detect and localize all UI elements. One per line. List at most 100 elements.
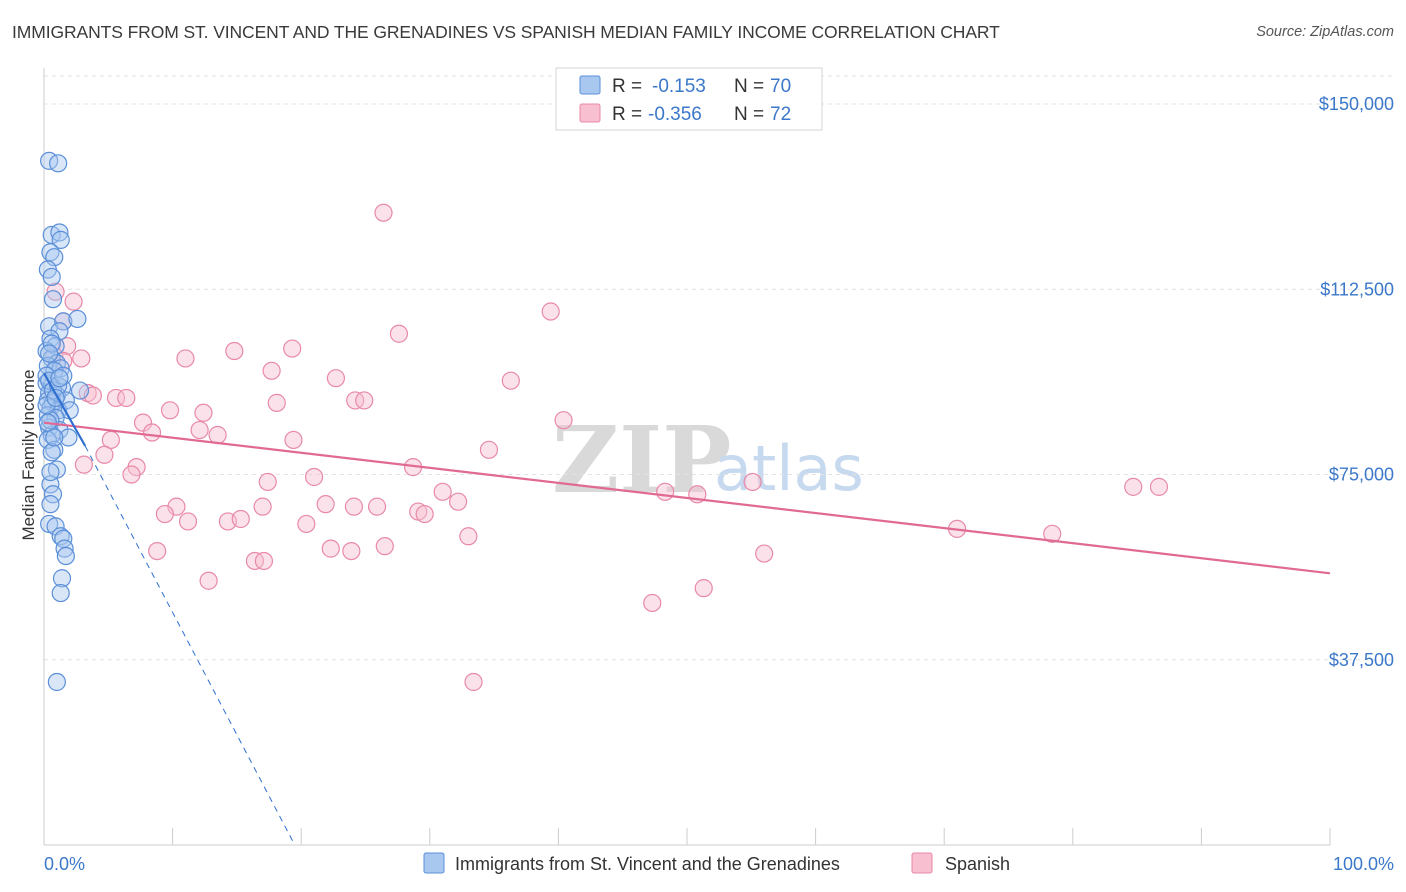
spanish-point — [321, 539, 340, 558]
spanish-point — [208, 425, 227, 445]
spanish-point — [1149, 477, 1169, 496]
spanish-point — [316, 495, 335, 514]
immigrants-point — [45, 440, 64, 459]
spanish-point — [178, 512, 198, 531]
spanish-point — [155, 504, 174, 524]
immigrants-trendline-extension — [84, 445, 296, 846]
y-tick-label: $37,500 — [1329, 650, 1394, 670]
spanish-point — [415, 504, 434, 524]
spanish-point — [254, 551, 274, 571]
legend-swatch-blue — [579, 75, 601, 95]
spanish-point — [258, 472, 277, 492]
gridlines — [44, 75, 1394, 661]
immigrants-points — [37, 151, 90, 692]
spanish-point — [433, 482, 452, 501]
immigrants-point — [70, 381, 90, 400]
spanish-point — [464, 672, 483, 692]
spanish-point — [117, 388, 136, 408]
x-tick-label-min: 0.0% — [44, 854, 85, 874]
immigrants-point — [42, 443, 61, 462]
immigrants-point — [51, 230, 70, 249]
watermark-atlas: atlas — [714, 432, 864, 505]
spanish-trendline — [43, 421, 1331, 575]
spanish-point — [342, 541, 361, 561]
spanish-point — [375, 537, 394, 556]
spanish-point — [284, 430, 303, 450]
spanish-point — [1043, 524, 1062, 543]
legend-n-label-1: N = — [734, 76, 764, 97]
immigrants-point — [55, 539, 74, 558]
spanish-point — [643, 593, 662, 613]
immigrants-point — [68, 309, 87, 329]
legend-n-label-2: N = — [734, 104, 764, 125]
spanish-point — [95, 445, 114, 464]
spanish-point — [355, 391, 374, 410]
immigrants-point — [45, 428, 64, 447]
immigrants-point — [51, 583, 70, 603]
spanish-point — [148, 541, 167, 561]
immigrants-point — [52, 569, 72, 588]
spanish-point — [501, 371, 520, 390]
immigrants-point — [59, 428, 78, 447]
spanish-point — [344, 497, 364, 516]
source-label: Source: ZipAtlas.com — [1256, 24, 1394, 40]
spanish-point — [64, 292, 83, 311]
spanish-point — [74, 455, 93, 474]
spanish-point — [755, 544, 774, 563]
spanish-point — [554, 411, 573, 430]
spanish-point — [694, 579, 713, 598]
immigrants-point — [50, 369, 69, 388]
x-tick-label-max: 100.0% — [1333, 854, 1394, 874]
y-axis-tick-labels: $37,500 $75,000 $112,500 $150,000 — [1319, 94, 1394, 670]
legend-r-label-2: R = — [612, 104, 642, 125]
spanish-point — [326, 369, 346, 388]
spanish-point — [190, 420, 209, 440]
bottom-legend-swatch-immigrants — [423, 852, 445, 874]
spanish-point — [176, 349, 195, 368]
legend-n-value-1: 70 — [770, 76, 791, 97]
chart-title: IMMIGRANTS FROM ST. VINCENT AND THE GREN… — [12, 22, 1000, 42]
immigrants-point — [56, 546, 75, 566]
legend-r-value-2: -0.356 — [648, 104, 702, 125]
spanish-point — [448, 492, 468, 511]
immigrants-point — [47, 672, 66, 692]
spanish-points — [45, 203, 1169, 692]
y-axis-label: Median Family Income — [19, 369, 38, 540]
spanish-point — [304, 467, 324, 487]
immigrants-point — [50, 223, 69, 242]
bottom-legend-label-immigrants: Immigrants from St. Vincent and the Gren… — [455, 854, 840, 874]
spanish-point — [267, 393, 286, 412]
spanish-point — [479, 440, 499, 459]
legend-n-value-2: 72 — [770, 104, 791, 125]
immigrants-point — [42, 267, 61, 287]
y-tick-label: $75,000 — [1329, 465, 1394, 485]
spanish-point — [656, 482, 675, 501]
spanish-point — [262, 361, 281, 380]
spanish-point — [122, 465, 141, 484]
immigrants-point — [54, 529, 73, 548]
spanish-point — [374, 203, 393, 222]
immigrants-point — [43, 290, 63, 309]
spanish-point — [253, 497, 272, 516]
legend-swatch-pink — [579, 103, 601, 123]
correlation-legend: R = -0.153 N = 70 R = -0.356 N = 72 — [555, 67, 823, 131]
immigrants-point — [49, 154, 68, 173]
x-axis-ticks — [43, 828, 1331, 845]
watermark-zip: ZIP — [552, 406, 731, 514]
spanish-point — [106, 388, 126, 408]
spanish-point — [133, 413, 153, 432]
spanish-point — [541, 302, 560, 321]
immigrants-point — [41, 495, 60, 514]
y-tick-label: $150,000 — [1319, 94, 1394, 114]
spanish-point — [72, 349, 91, 368]
spanish-point — [297, 514, 316, 534]
immigrants-point — [40, 344, 59, 363]
series-legend: Immigrants from St. Vincent and the Gren… — [423, 852, 1010, 874]
spanish-point — [367, 497, 387, 516]
spanish-point — [225, 341, 244, 361]
legend-r-value-1: -0.153 — [652, 76, 706, 97]
spanish-point — [459, 527, 478, 546]
bottom-legend-swatch-spanish — [911, 852, 933, 874]
spanish-point — [199, 571, 218, 590]
